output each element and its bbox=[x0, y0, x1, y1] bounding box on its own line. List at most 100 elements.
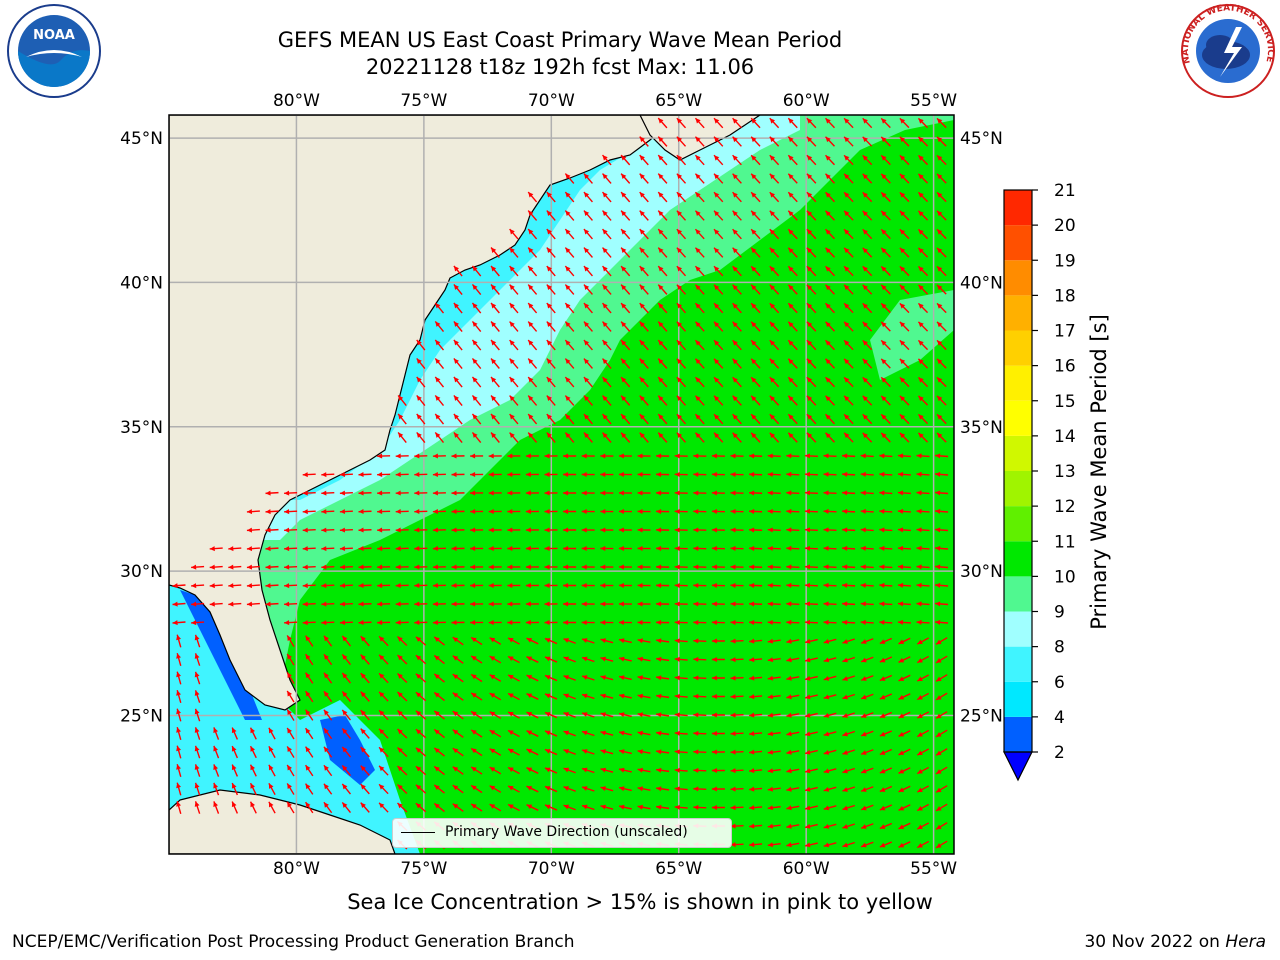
wave-arrow bbox=[639, 358, 649, 369]
wave-arrow bbox=[656, 508, 670, 514]
wave-arrow bbox=[489, 637, 502, 645]
wave-arrow bbox=[769, 339, 780, 351]
wave-arrow bbox=[823, 823, 837, 829]
wave-arrow bbox=[527, 191, 538, 203]
wave-arrow bbox=[804, 490, 818, 496]
wave-arrow bbox=[843, 210, 854, 221]
lat-tick-label: 25°N bbox=[120, 706, 163, 726]
wave-arrow bbox=[842, 823, 856, 829]
colorbar-segment bbox=[1004, 400, 1032, 436]
wave-arrow bbox=[767, 453, 781, 459]
wave-arrow bbox=[880, 358, 891, 369]
wave-arrow bbox=[806, 228, 817, 240]
wave-arrow bbox=[620, 191, 631, 203]
wave-arrow bbox=[730, 508, 744, 514]
wave-arrow bbox=[676, 321, 687, 332]
wave-arrow bbox=[323, 727, 333, 740]
wave-arrow bbox=[284, 620, 298, 626]
wave-arrow bbox=[898, 730, 911, 737]
wave-arrow bbox=[674, 619, 688, 625]
wave-arrow bbox=[378, 654, 389, 665]
wave-arrow bbox=[321, 527, 335, 533]
wave-arrow bbox=[246, 583, 260, 589]
wave-arrow bbox=[581, 564, 595, 570]
wave-arrow bbox=[732, 339, 742, 351]
wave-arrow bbox=[713, 265, 724, 277]
colorbar-tick-label: 12 bbox=[1054, 497, 1076, 517]
wave-arrow bbox=[323, 783, 333, 795]
wave-arrow bbox=[231, 764, 239, 777]
wave-arrow bbox=[490, 247, 500, 258]
wave-arrow bbox=[656, 712, 670, 718]
wave-arrow bbox=[749, 453, 763, 459]
wave-arrow bbox=[862, 395, 873, 406]
wave-arrow bbox=[546, 302, 556, 314]
wave-arrow bbox=[860, 545, 874, 551]
wave-arrow bbox=[843, 191, 854, 203]
lon-tick-label: 70°W bbox=[528, 859, 575, 879]
wave-arrow bbox=[899, 117, 910, 129]
wave-arrow bbox=[674, 582, 688, 588]
wave-arrow bbox=[711, 545, 725, 551]
wave-arrow bbox=[213, 745, 220, 759]
wave-arrow bbox=[693, 638, 707, 644]
wave-arrow bbox=[916, 803, 930, 812]
wave-arrow bbox=[787, 228, 798, 240]
wave-arrow bbox=[730, 490, 744, 496]
map-frame bbox=[168, 114, 955, 855]
wave-arrow bbox=[862, 284, 873, 295]
wave-arrow bbox=[546, 358, 556, 369]
wave-arrow bbox=[620, 154, 631, 166]
wave-arrow bbox=[825, 321, 835, 332]
lon-tick-label: 55°W bbox=[910, 91, 957, 111]
wave-arrow bbox=[767, 694, 781, 700]
wave-arrow bbox=[880, 321, 891, 332]
wave-arrow bbox=[674, 749, 688, 755]
wave-arrow bbox=[657, 358, 668, 369]
wave-arrow bbox=[397, 413, 407, 425]
lon-tick-label: 60°W bbox=[783, 859, 830, 879]
wave-arrow bbox=[268, 727, 276, 740]
wave-arrow bbox=[581, 453, 595, 459]
wave-arrow bbox=[581, 656, 595, 663]
wave-arrow bbox=[899, 173, 910, 184]
wave-arrow bbox=[323, 764, 333, 777]
wave-arrow bbox=[414, 490, 428, 496]
wave-arrow bbox=[862, 358, 873, 369]
wave-arrow bbox=[637, 749, 651, 755]
wave-arrow bbox=[657, 247, 668, 258]
wave-arrow bbox=[676, 395, 687, 406]
wave-arrow bbox=[806, 339, 817, 351]
wave-arrow bbox=[860, 675, 874, 681]
wave-arrow bbox=[452, 655, 464, 664]
wave-arrow bbox=[453, 339, 463, 351]
wave-arrow bbox=[395, 490, 409, 496]
wave-arrow bbox=[415, 802, 427, 813]
wave-arrow bbox=[769, 395, 780, 406]
wave-arrow bbox=[897, 508, 911, 514]
wave-arrow bbox=[397, 747, 408, 757]
wave-arrow bbox=[862, 136, 873, 147]
wave-arrow bbox=[451, 546, 465, 552]
wave-arrow bbox=[693, 675, 707, 681]
wave-arrow bbox=[786, 508, 800, 514]
wave-arrow bbox=[898, 637, 911, 645]
wave-arrow bbox=[509, 228, 519, 240]
wave-arrow bbox=[176, 671, 182, 685]
wave-arrow bbox=[490, 376, 500, 388]
wave-arrow bbox=[265, 583, 279, 589]
wave-arrow bbox=[639, 210, 649, 221]
wave-arrow bbox=[843, 284, 854, 295]
wave-arrow bbox=[825, 395, 835, 406]
wave-arrow bbox=[470, 490, 484, 496]
wave-arrow bbox=[620, 173, 631, 184]
wave-arrow bbox=[899, 210, 910, 221]
wave-arrow bbox=[432, 601, 446, 607]
wave-arrow bbox=[176, 782, 182, 796]
lon-tick-label: 65°W bbox=[655, 859, 702, 879]
wave-arrow bbox=[656, 619, 670, 625]
wave-arrow bbox=[804, 842, 818, 848]
wave-arrow bbox=[917, 247, 929, 258]
wave-arrow bbox=[358, 583, 372, 589]
wave-arrow bbox=[917, 154, 929, 166]
